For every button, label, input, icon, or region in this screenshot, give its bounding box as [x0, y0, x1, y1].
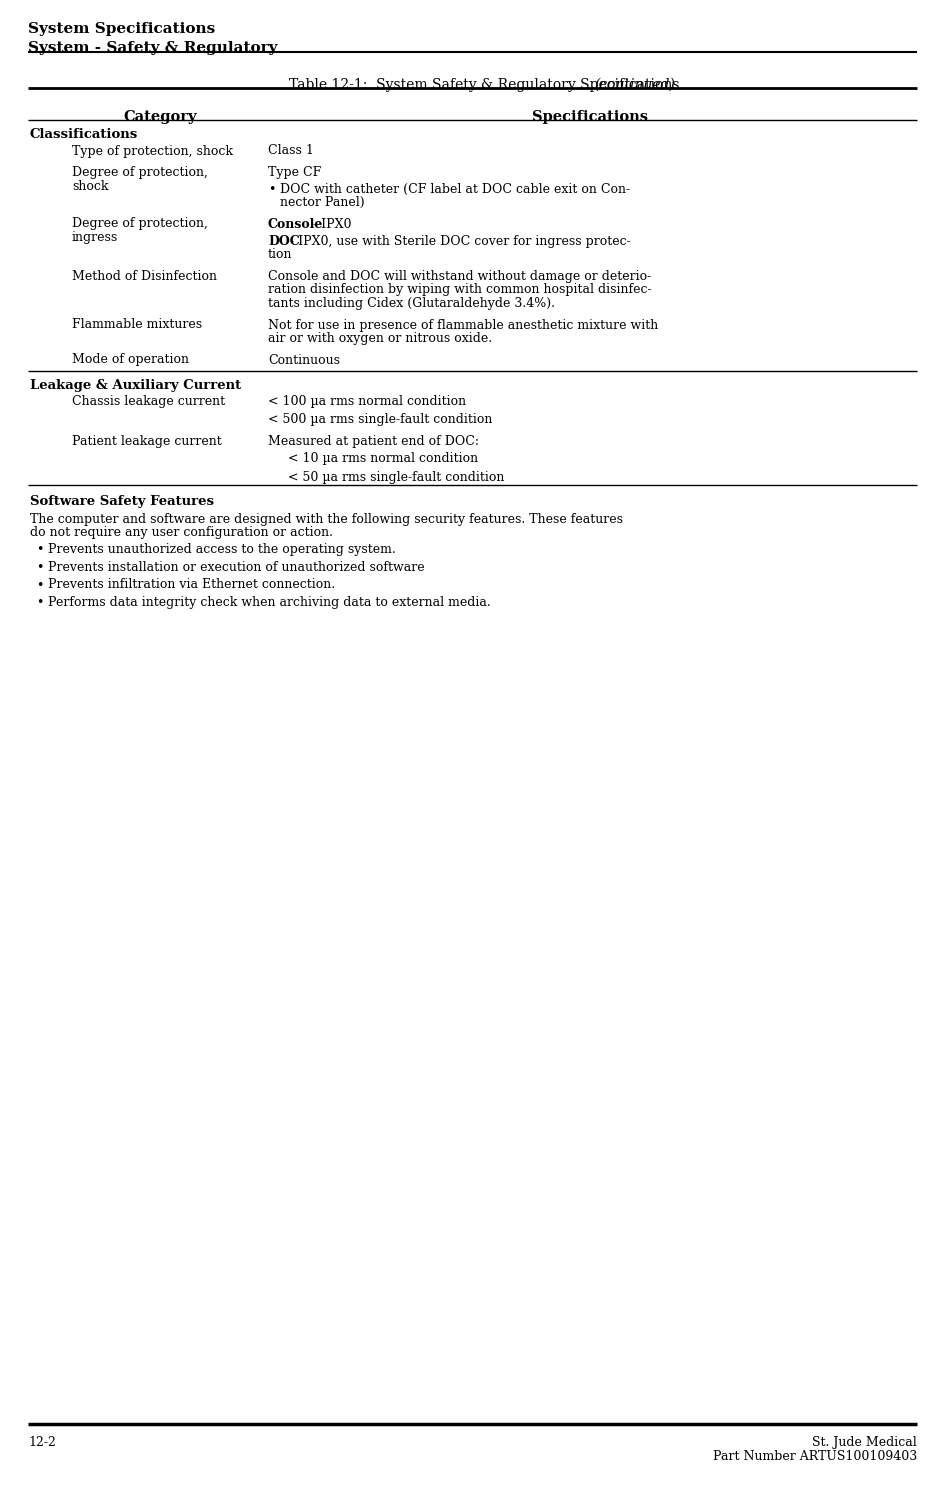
Text: - IPX0, use with Sterile DOC cover for ingress protec-: - IPX0, use with Sterile DOC cover for i… — [285, 235, 630, 247]
Text: Prevents installation or execution of unauthorized software: Prevents installation or execution of un… — [48, 561, 424, 573]
Text: Console and DOC will withstand without damage or deterio-: Console and DOC will withstand without d… — [268, 270, 650, 284]
Text: Measured at patient end of DOC:: Measured at patient end of DOC: — [268, 435, 479, 448]
Text: Degree of protection,: Degree of protection, — [72, 166, 208, 180]
Text: •: • — [36, 596, 43, 610]
Text: •: • — [268, 183, 275, 196]
Text: Leakage & Auxiliary Current: Leakage & Auxiliary Current — [30, 379, 241, 392]
Text: DOC: DOC — [268, 235, 299, 247]
Text: System Specifications: System Specifications — [28, 23, 215, 36]
Text: Type CF: Type CF — [268, 166, 321, 180]
Text: Specifications: Specifications — [531, 110, 648, 124]
Text: < 10 µa rms normal condition: < 10 µa rms normal condition — [288, 453, 478, 465]
Text: Prevents unauthorized access to the operating system.: Prevents unauthorized access to the oper… — [48, 543, 396, 557]
Text: 12-2: 12-2 — [28, 1437, 56, 1449]
Text: Type of protection, shock: Type of protection, shock — [72, 145, 233, 157]
Text: Prevents infiltration via Ethernet connection.: Prevents infiltration via Ethernet conne… — [48, 578, 335, 592]
Text: Mode of operation: Mode of operation — [72, 353, 189, 367]
Text: Not for use in presence of flammable anesthetic mixture with: Not for use in presence of flammable ane… — [268, 318, 658, 332]
Text: The computer and software are designed with the following security features. The: The computer and software are designed w… — [30, 513, 622, 525]
Text: Degree of protection,: Degree of protection, — [72, 217, 208, 231]
Text: ration disinfection by wiping with common hospital disinfec-: ration disinfection by wiping with commo… — [268, 284, 651, 296]
Text: Part Number ARTUS100109403: Part Number ARTUS100109403 — [712, 1450, 916, 1464]
Text: shock: shock — [72, 180, 109, 193]
Text: Category: Category — [123, 110, 196, 124]
Text: Table 12-1:  System Safety & Regulatory Specifications: Table 12-1: System Safety & Regulatory S… — [289, 78, 683, 92]
Text: - IPX0: - IPX0 — [309, 217, 351, 231]
Text: •: • — [36, 561, 43, 573]
Text: Console: Console — [268, 217, 323, 231]
Text: ingress: ingress — [72, 231, 118, 244]
Text: Class 1: Class 1 — [268, 145, 313, 157]
Text: Flammable mixtures: Flammable mixtures — [72, 318, 202, 332]
Text: Continuous: Continuous — [268, 353, 340, 367]
Text: Method of Disinfection: Method of Disinfection — [72, 270, 217, 284]
Text: System - Safety & Regulatory: System - Safety & Regulatory — [28, 41, 278, 54]
Text: Performs data integrity check when archiving data to external media.: Performs data integrity check when archi… — [48, 596, 490, 610]
Text: tion: tion — [268, 249, 293, 261]
Text: Chassis leakage current: Chassis leakage current — [72, 395, 225, 409]
Text: St. Jude Medical: St. Jude Medical — [812, 1437, 916, 1449]
Text: Classifications: Classifications — [30, 128, 138, 140]
Text: (continued): (continued) — [594, 78, 675, 92]
Text: do not require any user configuration or action.: do not require any user configuration or… — [30, 527, 332, 539]
Text: < 50 µa rms single-fault condition: < 50 µa rms single-fault condition — [288, 471, 504, 484]
Text: < 500 µa rms single-fault condition: < 500 µa rms single-fault condition — [268, 413, 492, 426]
Text: •: • — [36, 543, 43, 557]
Text: < 100 µa rms normal condition: < 100 µa rms normal condition — [268, 395, 465, 409]
Text: Patient leakage current: Patient leakage current — [72, 435, 222, 448]
Text: nector Panel): nector Panel) — [279, 196, 364, 210]
Text: •: • — [36, 578, 43, 592]
Text: DOC with catheter (CF label at DOC cable exit on Con-: DOC with catheter (CF label at DOC cable… — [279, 183, 630, 196]
Text: tants including Cidex (Glutaraldehyde 3.4%).: tants including Cidex (Glutaraldehyde 3.… — [268, 297, 554, 309]
Text: air or with oxygen or nitrous oxide.: air or with oxygen or nitrous oxide. — [268, 332, 492, 346]
Text: Software Safety Features: Software Safety Features — [30, 495, 213, 509]
